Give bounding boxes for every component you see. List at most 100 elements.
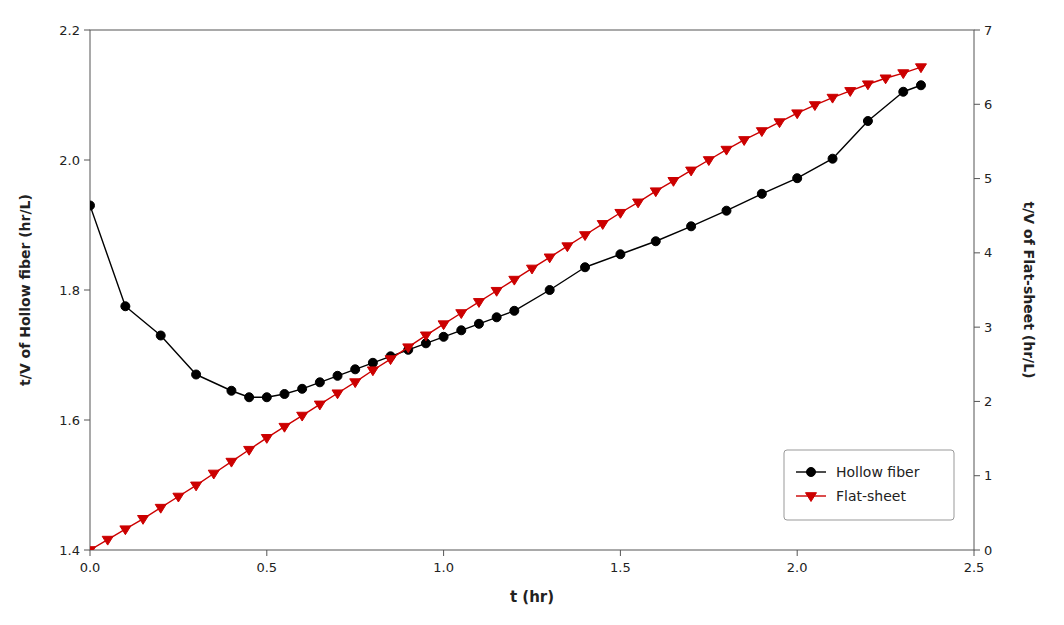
y2-tick [974,104,980,105]
point [420,332,431,341]
point [492,313,501,322]
x-tick [974,550,975,556]
point [774,119,785,128]
point [845,88,856,97]
point [226,458,237,467]
point [121,302,130,311]
point [510,306,519,315]
point [192,370,201,379]
point [262,393,271,402]
point [439,332,448,341]
y-tick [84,420,90,421]
x-tick-label: 0.5 [256,560,277,575]
x-tick-label: 1.5 [610,560,631,575]
x-tick [797,550,798,556]
y2-tick-label: 5 [984,171,992,186]
y-tick-label: 2.0 [59,153,80,168]
point [315,378,324,387]
point [756,128,767,137]
x-tick-label: 1.0 [433,560,454,575]
point [722,206,731,215]
point [298,384,307,393]
point [809,102,820,111]
point [703,157,714,166]
point [597,221,608,230]
y2-tick-label: 0 [984,543,992,558]
y2-tick-label: 3 [984,320,992,335]
point [828,154,837,163]
point [350,379,361,388]
point [456,310,467,319]
point [474,319,483,328]
point [368,358,377,367]
point [155,504,166,513]
y-tick [84,160,90,161]
point [491,287,502,296]
point [792,110,803,119]
point [739,137,750,146]
point [898,70,909,79]
point [332,390,343,399]
point [279,423,290,432]
point [457,326,466,335]
point [208,470,219,479]
point [862,81,873,90]
legend-marker [806,493,817,502]
y2-tick-label: 1 [984,468,992,483]
y2-tick [974,550,980,551]
plot-frame [90,30,974,550]
point [721,146,732,155]
point [915,64,926,73]
legend-label: Flat-sheet [836,488,906,504]
page: {"chart_data": { "type": "line", "xlabel… [0,0,1064,625]
point [297,412,308,421]
point [827,94,838,103]
y2-tick-label: 2 [984,394,992,409]
point [916,81,925,90]
point [244,446,255,455]
y2-tick [974,327,980,328]
point [314,401,325,410]
point [173,493,184,502]
legend-label: Hollow fiber [836,464,920,480]
point [473,299,484,308]
y-axis-label: t/V of Hollow fiber (hr/L) [17,194,33,386]
point [615,209,626,218]
legend-box [784,450,954,520]
point [545,286,554,295]
y-tick-label: 1.6 [59,413,80,428]
x-tick-label: 2.5 [964,560,985,575]
point [90,547,96,550]
point [509,276,520,285]
point [562,243,573,252]
point [899,87,908,96]
point [90,201,95,210]
x-tick [266,550,267,556]
point [120,526,131,535]
point [633,199,644,208]
point [280,390,289,399]
y-tick [84,30,90,31]
point [367,367,378,376]
point [245,393,254,402]
legend-marker [807,468,816,477]
point [650,188,661,197]
point [261,435,272,444]
series [90,81,925,402]
y-tick-label: 1.4 [59,543,80,558]
point [686,167,697,176]
point [757,189,766,198]
x-tick [443,550,444,556]
point [880,75,891,84]
point [351,365,360,374]
point [156,331,165,340]
x-tick-label: 0.0 [80,560,101,575]
y-tick-label: 1.8 [59,283,80,298]
y2-tick-label: 6 [984,97,992,112]
point [333,371,342,380]
point [668,178,679,187]
point [227,386,236,395]
point [385,356,396,365]
x-tick-label: 2.0 [787,560,808,575]
point [793,174,802,183]
